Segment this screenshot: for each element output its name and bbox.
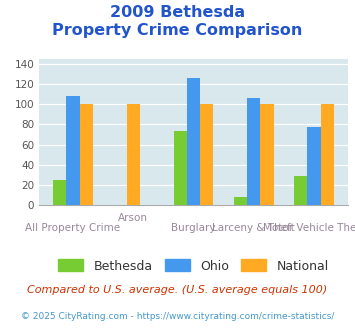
Bar — [200, 105, 213, 205]
Bar — [294, 176, 307, 205]
Text: All Property Crime: All Property Crime — [26, 223, 121, 233]
Bar — [234, 197, 247, 205]
Bar — [321, 105, 334, 205]
Bar — [80, 105, 93, 205]
Bar — [307, 127, 321, 205]
Text: Burglary: Burglary — [171, 223, 216, 233]
Text: 2009 Bethesda: 2009 Bethesda — [110, 5, 245, 20]
Bar — [66, 96, 80, 205]
Text: Arson: Arson — [118, 213, 148, 223]
Legend: Bethesda, Ohio, National: Bethesda, Ohio, National — [53, 254, 334, 278]
Bar — [53, 180, 66, 205]
Text: Compared to U.S. average. (U.S. average equals 100): Compared to U.S. average. (U.S. average … — [27, 285, 328, 295]
Text: Property Crime Comparison: Property Crime Comparison — [52, 23, 303, 38]
Text: © 2025 CityRating.com - https://www.cityrating.com/crime-statistics/: © 2025 CityRating.com - https://www.city… — [21, 312, 334, 321]
Bar — [127, 105, 140, 205]
Bar — [187, 79, 200, 205]
Bar — [174, 131, 187, 205]
Text: Motor Vehicle Theft: Motor Vehicle Theft — [263, 223, 355, 233]
Bar — [247, 98, 260, 205]
Text: Larceny & Theft: Larceny & Theft — [212, 223, 295, 233]
Bar — [260, 105, 274, 205]
